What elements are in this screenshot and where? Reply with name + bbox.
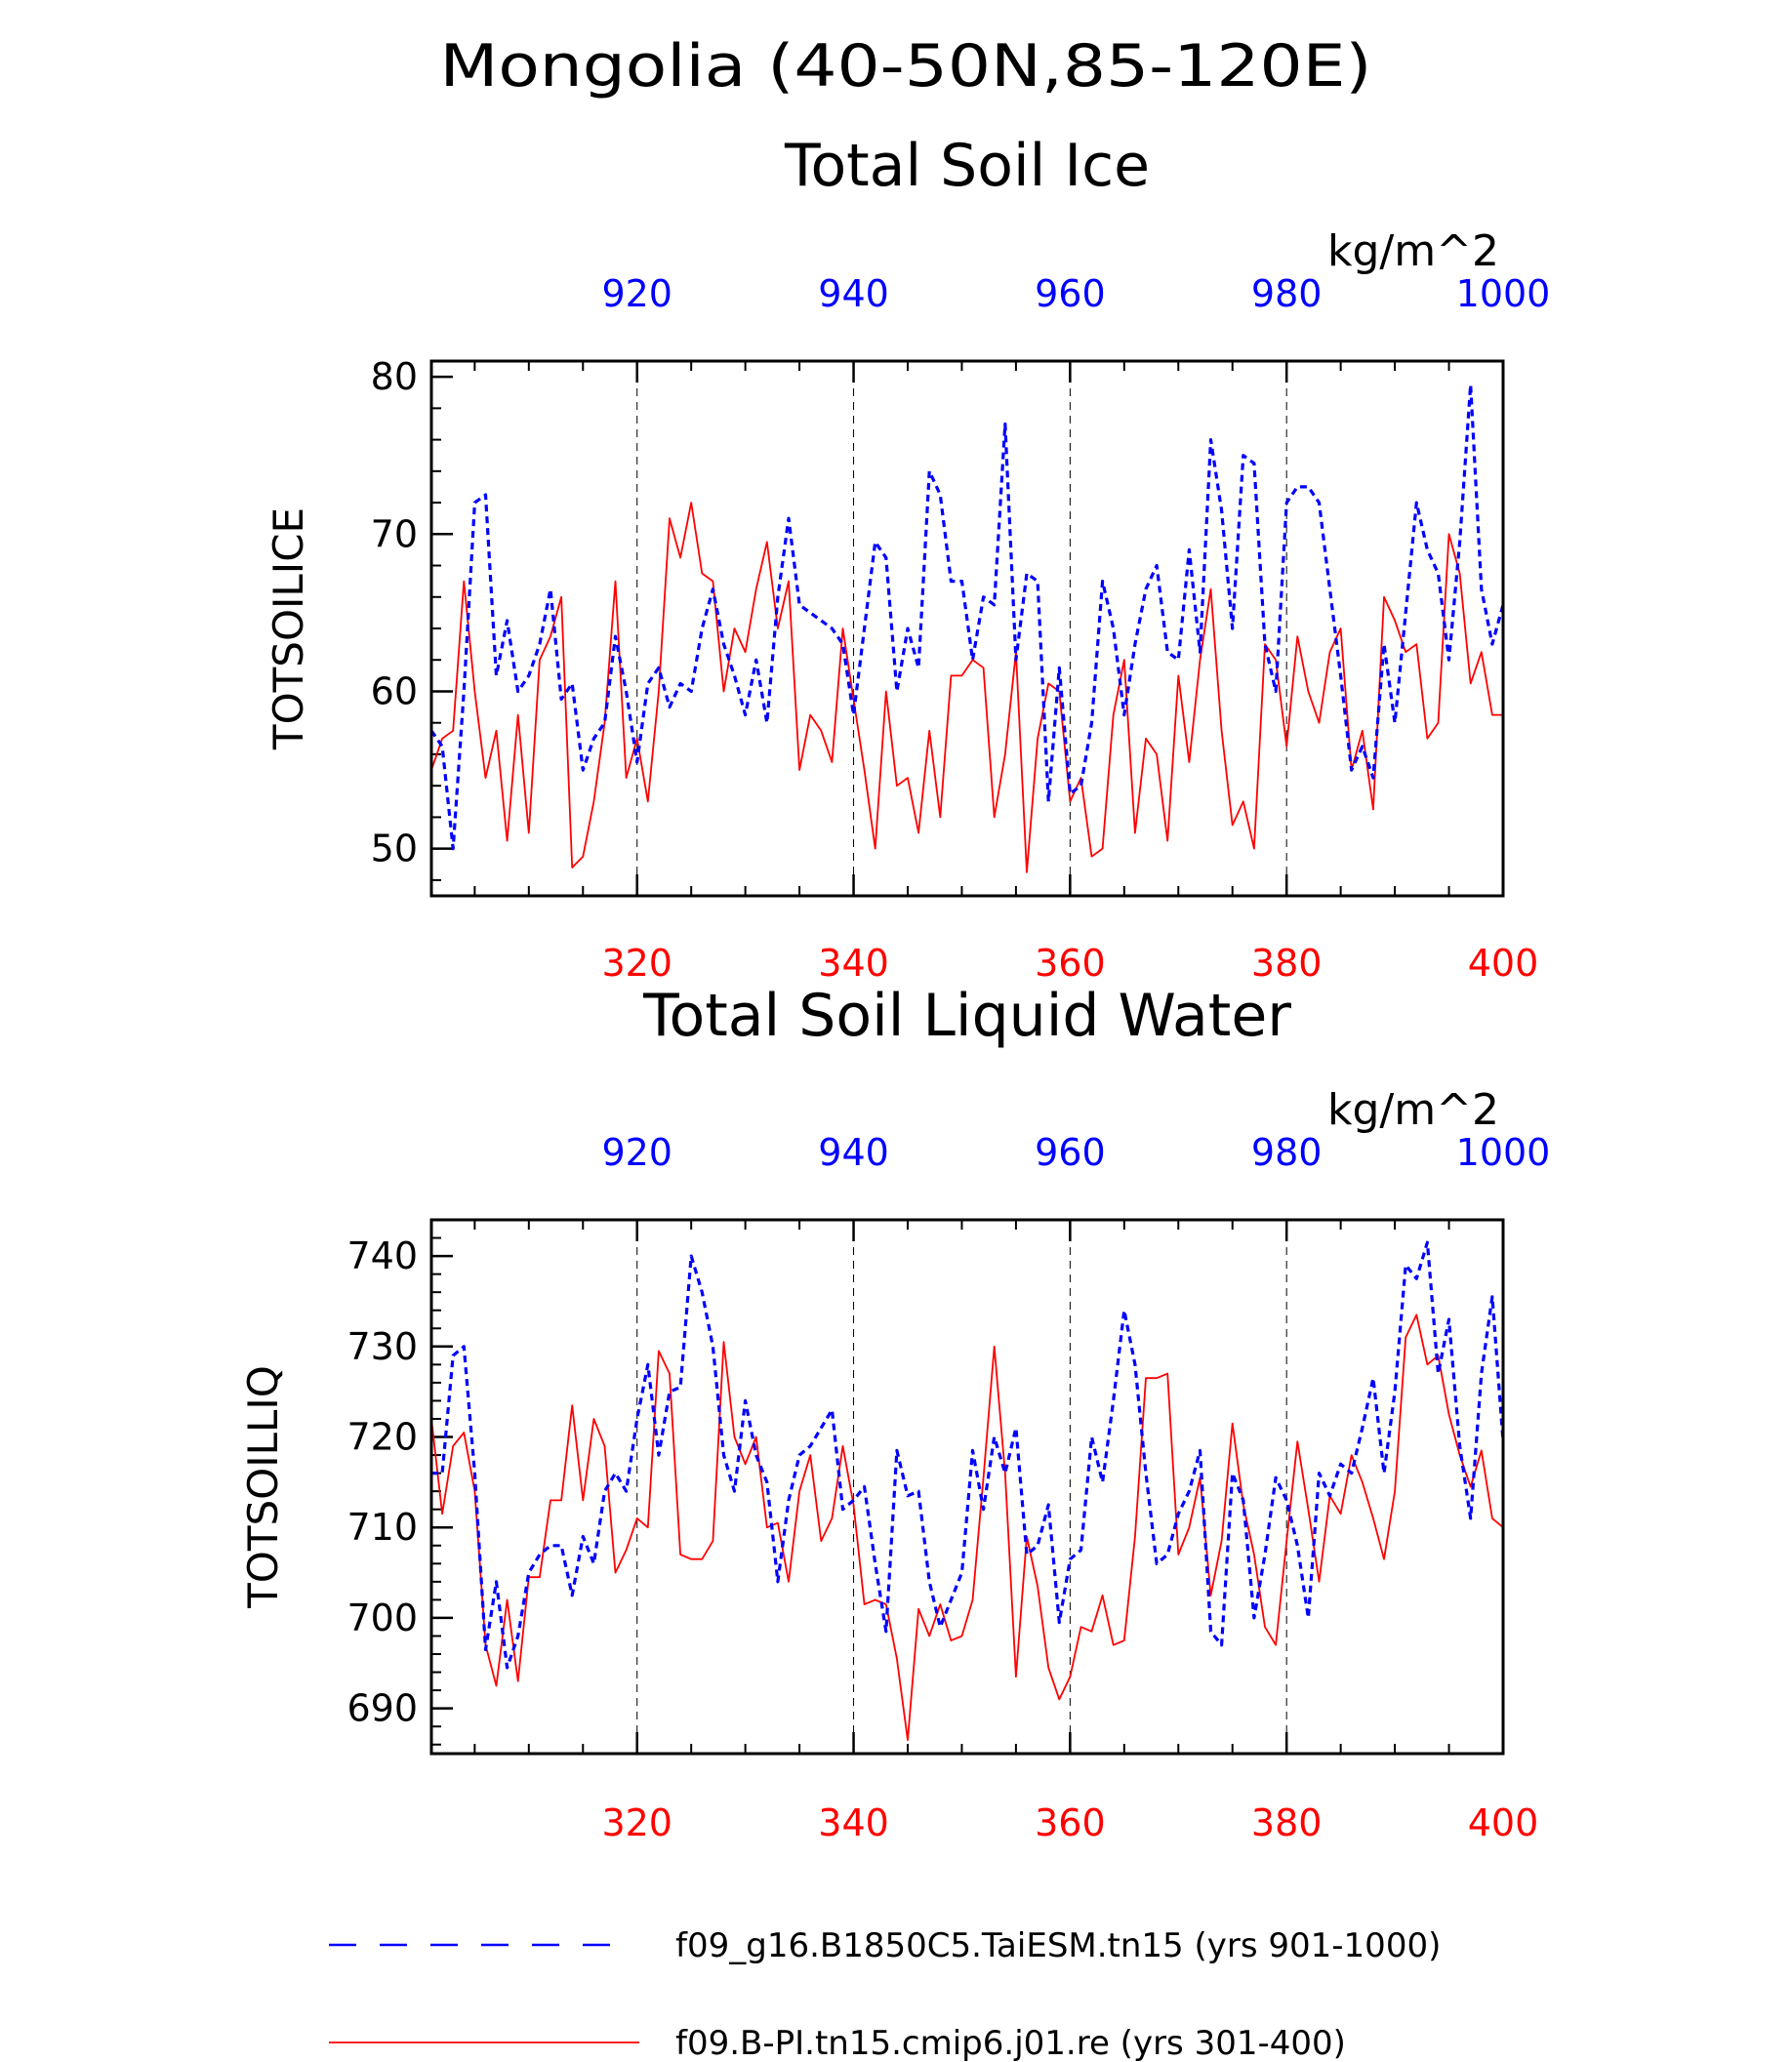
x-tick-label-top: 920: [601, 272, 672, 315]
x-tick-label-top: 980: [1251, 272, 1323, 315]
panel-1: Total Soil Ice kg/m^2 320 340 360 380 400 920 94…: [265, 132, 1550, 985]
y-tick-label: 50: [371, 828, 418, 870]
x-tick-label-bottom: 340: [818, 1801, 889, 1844]
y-axis-label: TOTSOILICE: [265, 507, 312, 750]
y-tick-label: 730: [346, 1325, 418, 1368]
red-series-line: [430, 502, 1503, 873]
x-tick-label-bottom: 360: [1035, 942, 1106, 985]
y-tick-label: 710: [346, 1506, 418, 1549]
legend: f09_g16.B1850C5.TaiESM.tn15 (yrs 901-100…: [329, 1926, 1441, 2062]
panel-2: Total Soil Liquid Water kg/m^2 320 340 360 38…: [239, 982, 1550, 1844]
x-tick-label-bottom: 380: [1251, 1801, 1323, 1844]
y-tick-label: 740: [346, 1234, 418, 1277]
y-tick-label: 60: [371, 669, 418, 712]
x-tick-label-bottom: 400: [1468, 1801, 1539, 1844]
figure-title: Mongolia (40-50N,85-120E): [440, 32, 1372, 101]
x-tick-label-bottom: 400: [1468, 942, 1539, 985]
legend-red-label: f09.B-PI.tn15.cmip6.j01.re (yrs 301-400): [675, 2024, 1346, 2062]
y-tick-label: 80: [371, 355, 418, 398]
x-tick-label-bottom: 340: [818, 942, 889, 985]
panel-title: Total Soil Ice: [784, 132, 1150, 200]
x-tick-label-bottom: 320: [601, 1801, 672, 1844]
y-tick-label: 700: [346, 1597, 418, 1639]
x-tick-label-top: 1000: [1456, 1131, 1551, 1174]
x-tick-label-top: 940: [818, 1131, 889, 1174]
units-label: kg/m^2: [1327, 226, 1499, 276]
x-tick-label-bottom: 380: [1251, 942, 1323, 985]
blue-series-line: [429, 383, 1505, 851]
plot-frame: [429, 1218, 1505, 1756]
x-tick-label-top: 1000: [1456, 272, 1551, 315]
x-tick-label-top: 980: [1251, 1131, 1323, 1174]
panel-title: Total Soil Liquid Water: [642, 982, 1291, 1050]
x-tick-label-bottom: 360: [1035, 1801, 1106, 1844]
y-tick-label: 70: [371, 512, 418, 555]
red-series-line: [430, 1314, 1504, 1741]
blue-series-line: [431, 1240, 1505, 1670]
y-axis-label: TOTSOILLIQ: [239, 1365, 287, 1609]
y-tick-label: 720: [346, 1416, 418, 1459]
x-tick-label-bottom: 320: [601, 942, 672, 985]
units-label: kg/m^2: [1327, 1085, 1499, 1135]
x-tick-label-top: 940: [818, 272, 889, 315]
x-tick-label-top: 960: [1035, 272, 1106, 315]
plot-frame: [429, 359, 1505, 898]
x-tick-label-top: 920: [601, 1131, 672, 1174]
legend-blue-label: f09_g16.B1850C5.TaiESM.tn15 (yrs 901-100…: [675, 1926, 1441, 1965]
y-tick-label: 690: [346, 1687, 418, 1730]
x-tick-label-top: 960: [1035, 1131, 1106, 1174]
